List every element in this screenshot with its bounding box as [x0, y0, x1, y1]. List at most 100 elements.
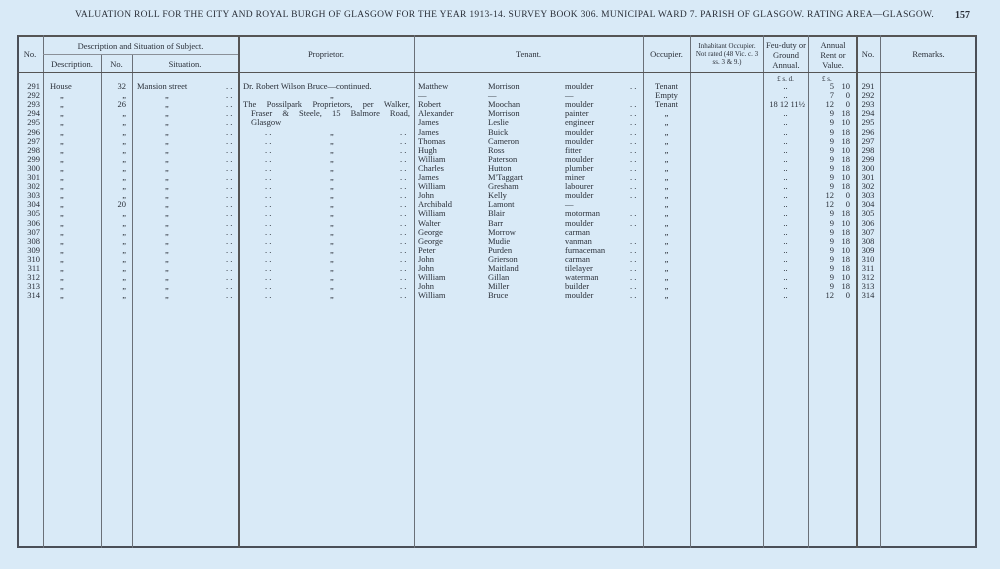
occupier: „ — [664, 281, 669, 292]
house-number: „ — [122, 290, 126, 301]
tenant-first-name: Robert — [418, 99, 442, 110]
rent-pounds: 9 — [829, 263, 834, 273]
leader-dots: . . — [226, 108, 233, 119]
leader-dots: . . — [265, 162, 272, 173]
leader-dots: . . — [630, 108, 637, 119]
leader-dots: . . — [226, 135, 233, 146]
leader-dots: . . — [630, 272, 637, 283]
header-situation: Situation. — [168, 59, 202, 69]
house-number: „ — [122, 144, 126, 155]
header-proprietor: Proprietor. — [307, 49, 345, 59]
leader-dots: . . — [265, 144, 272, 155]
valuation-table — [17, 35, 977, 548]
leader-dots: . . — [630, 117, 637, 128]
tenant-occupation: tilelayer — [565, 263, 593, 273]
tenant-surname: Ross — [488, 144, 505, 155]
tenant-surname: Gresham — [488, 181, 519, 192]
description: „ — [60, 253, 64, 264]
tenant-first-name: Peter — [418, 244, 436, 255]
row-number: 304 — [27, 199, 40, 210]
tenant-occupation: labourer — [565, 181, 594, 192]
row-number: 303 — [27, 190, 40, 201]
rent-pounds: 9 — [829, 126, 834, 137]
row-number: 292 — [27, 90, 40, 101]
tenant-first-name: George — [418, 235, 443, 246]
feu-duty: 18 12 11½ — [769, 99, 805, 110]
house-number: „ — [122, 272, 126, 283]
leader-dots: . . — [400, 226, 407, 237]
header-rule — [17, 72, 977, 73]
leader-dots: . . — [630, 263, 637, 273]
tenant-occupation: engineer — [565, 117, 595, 128]
leader-dots: . . — [630, 190, 637, 201]
feu-duty: .. — [783, 217, 788, 228]
row-number: 300 — [27, 162, 40, 173]
tenant-surname: — — [488, 90, 497, 101]
house-number: „ — [122, 162, 126, 173]
leader-dots: . . — [226, 208, 233, 219]
row-number-right: 313 — [861, 281, 875, 292]
leader-dots: . . — [400, 272, 407, 283]
tenant-first-name: James — [418, 126, 439, 137]
proprietor-ditto: „ — [330, 253, 334, 264]
situation: „ — [165, 263, 169, 273]
leader-dots: . . — [226, 290, 233, 301]
situation: „ — [165, 290, 169, 301]
row-number-right: 303 — [861, 190, 875, 201]
leader-dots: . . — [400, 208, 407, 219]
rent-pounds: 12 — [825, 190, 835, 201]
header-annual-rent: Annual Rent or Value. — [820, 40, 846, 70]
rent-shillings: 18 — [841, 208, 851, 219]
occupier: „ — [664, 290, 669, 301]
proprietor-ditto: „ — [330, 290, 334, 301]
proprietor-ditto: „ — [330, 281, 334, 292]
situation: „ — [165, 135, 169, 146]
situation: „ — [165, 99, 169, 110]
row-number-right: 307 — [861, 226, 875, 237]
tenant-occupation: moulder — [565, 126, 594, 137]
leader-dots: . . — [265, 199, 272, 210]
proprietor-ditto: „ — [330, 181, 334, 192]
feu-duty: .. — [783, 199, 788, 210]
situation: „ — [165, 253, 169, 264]
description: House — [50, 81, 72, 91]
column-rule — [132, 54, 133, 548]
rent-shillings: 18 — [841, 126, 851, 137]
rent-shillings: 18 — [841, 153, 851, 164]
tenant-occupation: moulder — [565, 153, 594, 164]
header-tenant: Tenant. — [515, 49, 542, 59]
row-number: 307 — [27, 226, 40, 237]
tenant-first-name: — — [418, 90, 427, 101]
leader-dots: . . — [226, 172, 233, 182]
proprietor-ditto: „ — [330, 144, 334, 155]
proprietor-line: Fraser & Steele, 15 Balmore Road, — [251, 108, 410, 118]
row-number: 293 — [27, 99, 40, 110]
row-number-right: 308 — [861, 235, 875, 246]
situation: „ — [165, 126, 169, 137]
situation: „ — [165, 144, 169, 155]
tenant-first-name: Charles — [418, 162, 444, 173]
rent-pounds: 9 — [829, 135, 834, 146]
occupier: „ — [664, 253, 669, 264]
header-no-right: No. — [861, 49, 875, 59]
description: „ — [60, 144, 64, 155]
feu-duty: .. — [783, 244, 788, 255]
tenant-first-name: Walter — [418, 217, 441, 228]
situation: „ — [165, 117, 169, 128]
row-number: 302 — [27, 181, 40, 192]
tenant-surname: Maitland — [488, 263, 519, 273]
leader-dots: . . — [226, 199, 233, 210]
leader-dots: . . — [630, 208, 637, 219]
proprietor-ditto: „ — [330, 217, 334, 228]
occupier: „ — [664, 272, 669, 283]
leader-dots: . . — [630, 126, 637, 137]
occupier: „ — [664, 208, 669, 219]
feu-duty: .. — [783, 172, 788, 182]
leader-dots: . . — [265, 253, 272, 264]
situation: „ — [165, 235, 169, 246]
description: „ — [60, 199, 64, 210]
proprietor-ditto: „ — [330, 272, 334, 283]
tenant-occupation: vanman — [565, 235, 592, 246]
rent-shillings: 10 — [841, 117, 851, 128]
row-number: 301 — [27, 172, 40, 182]
